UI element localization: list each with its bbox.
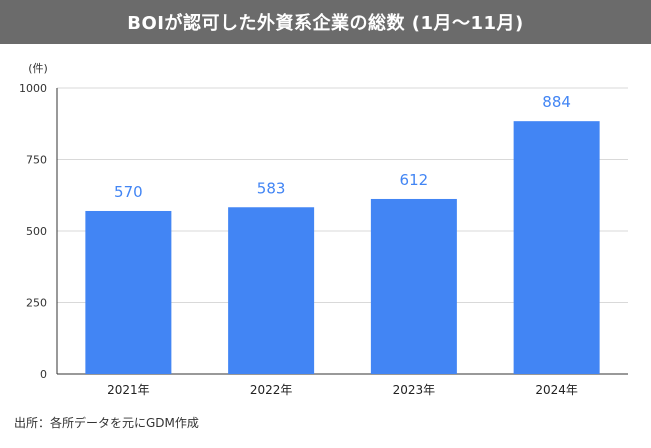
bar <box>513 121 600 375</box>
bar <box>85 210 172 374</box>
x-tick-label: 2023年 <box>393 383 436 397</box>
y-tick-label: 0 <box>40 368 47 381</box>
y-tick-label: 250 <box>26 297 47 310</box>
data-label: 570 <box>114 183 143 201</box>
x-tick-label: 2022年 <box>250 383 293 397</box>
y-tick-label: 500 <box>26 225 47 238</box>
y-axis-unit: (件) <box>28 62 48 75</box>
x-tick-label: 2024年 <box>535 383 578 397</box>
bar-chart: (件) 0 250 500 750 1000 570 2021年 583 2022年 612 2023… <box>19 62 628 397</box>
bar <box>370 198 457 374</box>
chart-title-bar: BOIが認可した外資系企業の総数 (1月〜11月) <box>0 0 651 44</box>
data-label: 884 <box>542 93 571 111</box>
x-tick-label: 2021年 <box>107 383 150 397</box>
bar <box>228 207 315 374</box>
y-tick-label: 1000 <box>19 82 47 95</box>
chart-title: BOIが認可した外資系企業の総数 (1月〜11月) <box>127 13 524 34</box>
data-label: 583 <box>257 179 286 197</box>
y-tick-label: 750 <box>26 154 47 167</box>
source-note: 出所：各所データを元にGDM作成 <box>14 416 199 430</box>
data-label: 612 <box>400 171 429 189</box>
